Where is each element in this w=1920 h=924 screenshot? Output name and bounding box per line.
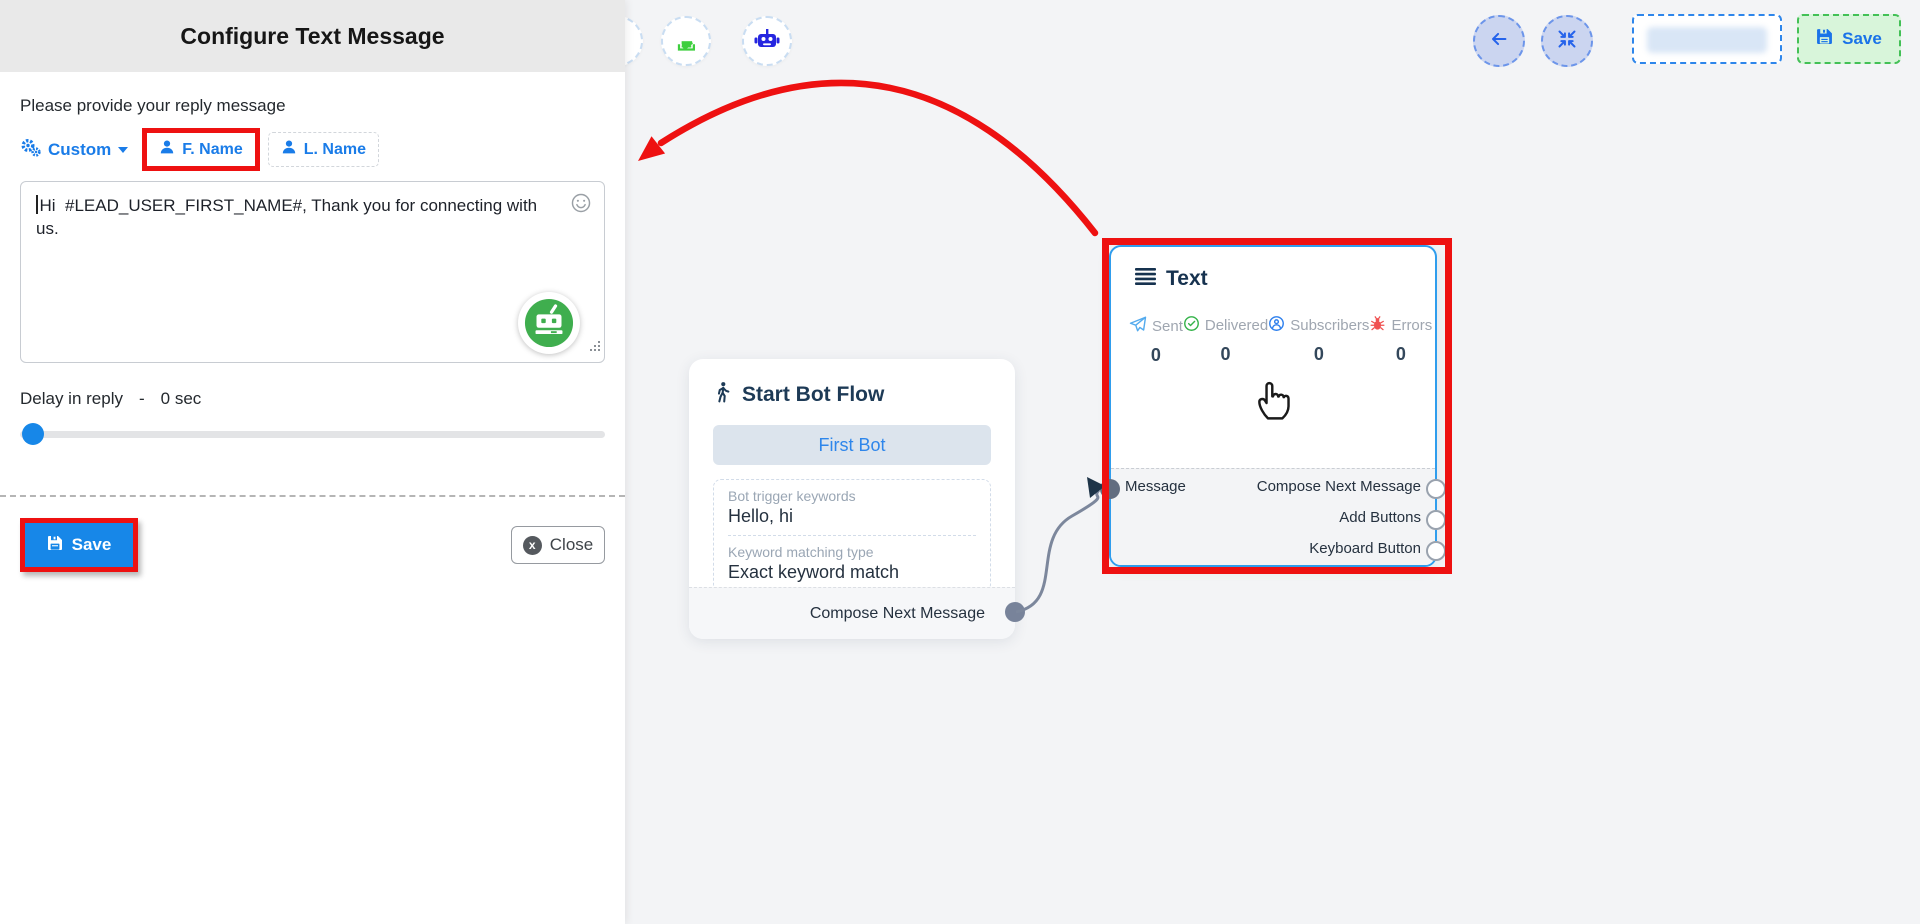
list-lines-icon [1135,267,1156,291]
person-icon [281,139,297,160]
keywords-label: Bot trigger keywords [728,488,856,504]
matching-value: Exact keyword match [728,562,900,582]
compose-next-message-port[interactable] [1426,479,1446,499]
panel-close-button[interactable]: x Close [511,526,605,564]
output-label-compose: Compose Next Message [1256,478,1421,495]
text-node-title: Text [1166,267,1208,290]
delay-value: 0 sec [160,389,202,408]
paper-plane-icon [1129,315,1147,337]
configure-panel: Configure Text Message Please provide yo… [0,0,625,924]
start-output-label: Compose Next Message [809,604,985,622]
fit-view-button[interactable] [1541,15,1593,67]
slider-thumb[interactable] [22,423,44,445]
annotation-box-save: Save [20,518,138,572]
chevron-down-icon [118,146,129,153]
stat-subscribers: Subscribers 0 [1268,315,1369,366]
text-message-node[interactable]: Text Sent 0 [1100,245,1446,567]
stat-sent: Sent 0 [1129,315,1183,366]
start-bot-flow-node[interactable]: Start Bot Flow First Bot Bot trigger key… [689,359,1025,639]
start-node-settings: Bot trigger keywords Hello, hi Keyword m… [713,479,991,592]
delay-dash: - [139,389,145,408]
first-name-variable-button[interactable]: F. Name [147,133,255,166]
panel-actions: Save x Close [20,518,605,572]
panel-close-label: Close [549,535,594,554]
message-textarea[interactable]: Hi #LEAD_USER_FIRST_NAME#, Thank you for… [20,181,605,363]
compress-icon [1557,29,1577,54]
custom-dropdown-button[interactable]: Custom [20,138,129,162]
emoji-picker-icon[interactable] [570,192,592,221]
resize-handle[interactable] [588,336,601,359]
keywords-value: Hello, hi [728,506,794,526]
variable-buttons-row: Custom F. Name L. Name [20,128,605,171]
back-arrow-icon [1488,28,1510,55]
stack-icon [672,25,700,58]
stat-errors: Errors 0 [1369,315,1432,366]
delay-label: Delay in reply [20,389,123,408]
save-icon [47,535,63,556]
walking-person-icon [713,381,732,409]
chatbot-logo-badge [518,292,580,354]
person-circle-icon [1268,315,1285,336]
keyboard-button-port[interactable] [1426,541,1446,561]
hand-cursor-icon [1250,376,1296,427]
bot-button[interactable] [742,16,792,66]
delay-row: Delay in reply - 0 sec [20,389,605,409]
stack-flows-button[interactable] [661,16,711,66]
canvas-save-button[interactable]: Save [1797,14,1901,64]
robot-icon [753,25,781,58]
custom-label: Custom [48,139,112,159]
delay-slider[interactable] [20,423,605,445]
output-label-add-buttons: Add Buttons [1339,509,1421,526]
panel-title: Configure Text Message [0,0,625,72]
canvas-save-label: Save [1842,29,1882,48]
matching-label: Keyword matching type [728,544,874,560]
redacted-flow-name [1647,27,1767,53]
gears-icon [20,138,41,162]
save-icon [1816,28,1833,50]
person-icon [159,139,175,160]
flow-name-field[interactable] [1632,14,1782,64]
slider-track[interactable] [20,431,605,438]
dashed-divider [0,495,625,497]
last-name-variable-button[interactable]: L. Name [267,132,379,167]
text-caret [36,195,38,214]
bug-icon [1369,315,1386,336]
check-circle-icon [1183,315,1200,336]
annotation-box-fname: F. Name [142,128,260,171]
start-node-title: Start Bot Flow [742,383,885,406]
panel-save-button[interactable]: Save [25,523,133,567]
message-input-label: Message [1125,478,1186,495]
output-label-keyboard-button: Keyboard Button [1309,540,1421,557]
close-icon: x [522,535,542,555]
last-name-label: L. Name [303,140,366,158]
message-input-port[interactable] [1100,479,1120,499]
back-button[interactable] [1473,15,1525,67]
flow-canvas[interactable]: Save Start Bot Flow First Bot Bot trigge… [593,0,1920,924]
reply-prompt: Please provide your reply message [20,96,286,115]
first-name-label: F. Name [182,140,243,158]
start-output-port[interactable] [1005,602,1025,622]
panel-save-label: Save [71,535,112,554]
message-text: Hi #LEAD_USER_FIRST_NAME#, Thank you for… [36,196,542,238]
first-bot-button[interactable]: First Bot [713,425,991,465]
stat-delivered: Delivered 0 [1183,315,1268,366]
add-buttons-port[interactable] [1426,510,1446,530]
